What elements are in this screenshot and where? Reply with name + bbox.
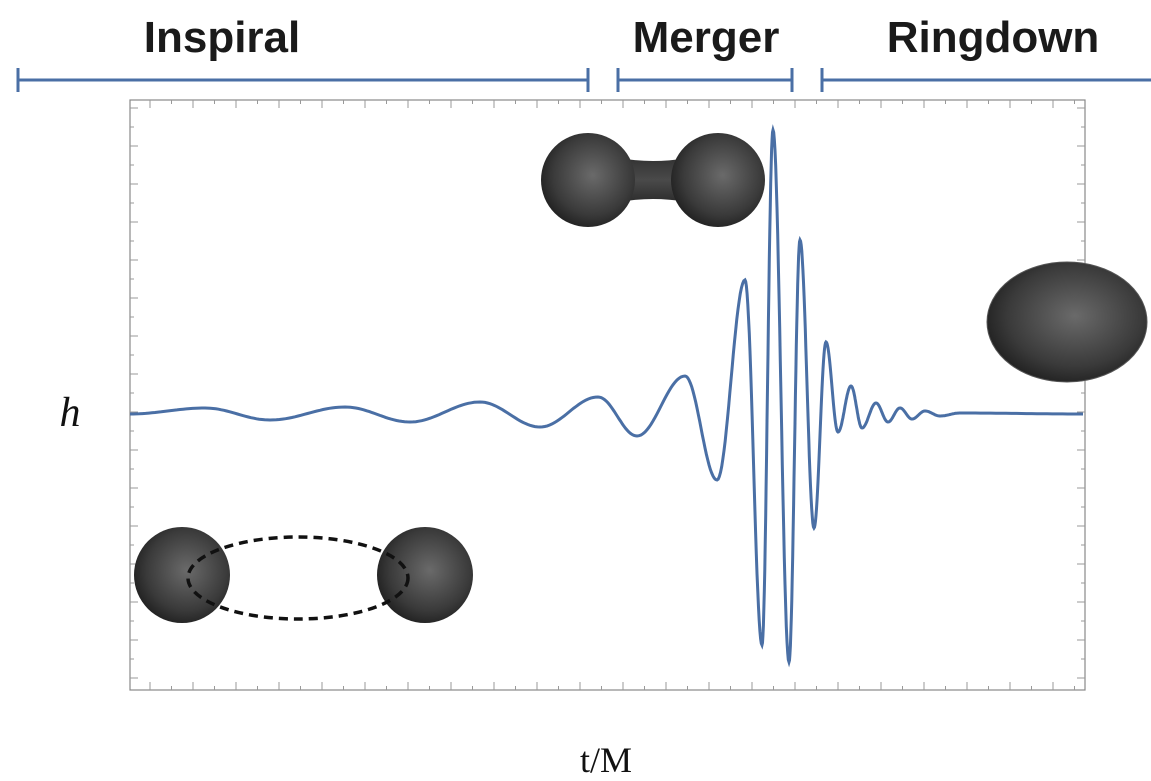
phase-bars [18,68,1151,92]
phase-label: Merger [633,13,780,62]
inspiral-illustration [134,527,473,623]
x-axis-label: t/M [580,740,632,780]
phase-label: Ringdown [887,13,1100,62]
figure: Inspiral Merger Ringdown h t/M [0,0,1151,781]
page: Inspiral Merger Ringdown h t/M (() => { … [0,0,1151,781]
ringdown-illustration [987,262,1147,382]
y-axis-label: h [60,390,81,436]
merger-illustration [541,133,765,227]
phase-label: Inspiral [144,13,301,62]
